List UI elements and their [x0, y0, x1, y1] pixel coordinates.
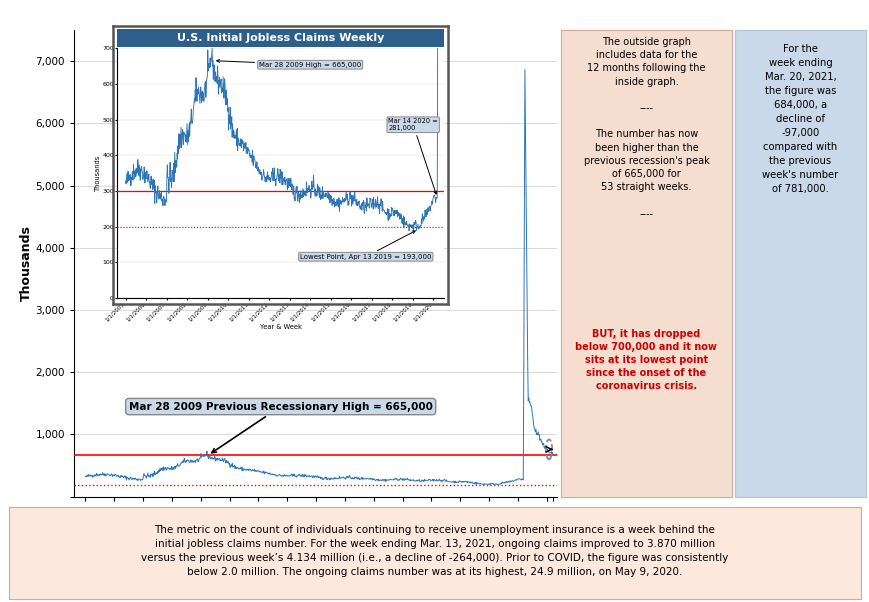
Text: Mar 28 2009 Previous Recessionary High = 665,000: Mar 28 2009 Previous Recessionary High =…: [129, 402, 432, 453]
Text: U.S. Initial Jobless Claims Weekly: U.S. Initial Jobless Claims Weekly: [176, 33, 384, 43]
Y-axis label: Thousands: Thousands: [20, 225, 33, 302]
Text: Mar 14 2020 =
281,000: Mar 14 2020 = 281,000: [388, 118, 438, 194]
Text: For the
week ending
Mar. 20, 2021,
the figure was
684,000, a
decline of
-97,000
: For the week ending Mar. 20, 2021, the f…: [761, 44, 838, 194]
Text: BUT, it has dropped
below 700,000 and it now
sits at its lowest point
since the : BUT, it has dropped below 700,000 and it…: [574, 329, 717, 391]
Text: The outside graph
includes data for the
12 months following the
inside graph.

-: The outside graph includes data for the …: [583, 37, 708, 219]
Text: Mar 28 2009 High = 665,000: Mar 28 2009 High = 665,000: [216, 60, 361, 67]
X-axis label: Year & Week: Year & Week: [259, 324, 302, 330]
Y-axis label: Thousands: Thousands: [95, 155, 101, 191]
X-axis label: Month, Day & Year: Month, Day & Year: [249, 548, 381, 560]
Text: Lowest Point, Apr 13 2019 = 193,000: Lowest Point, Apr 13 2019 = 193,000: [300, 231, 431, 259]
Text: The metric on the count of individuals continuing to receive unemployment insura: The metric on the count of individuals c…: [141, 526, 728, 577]
